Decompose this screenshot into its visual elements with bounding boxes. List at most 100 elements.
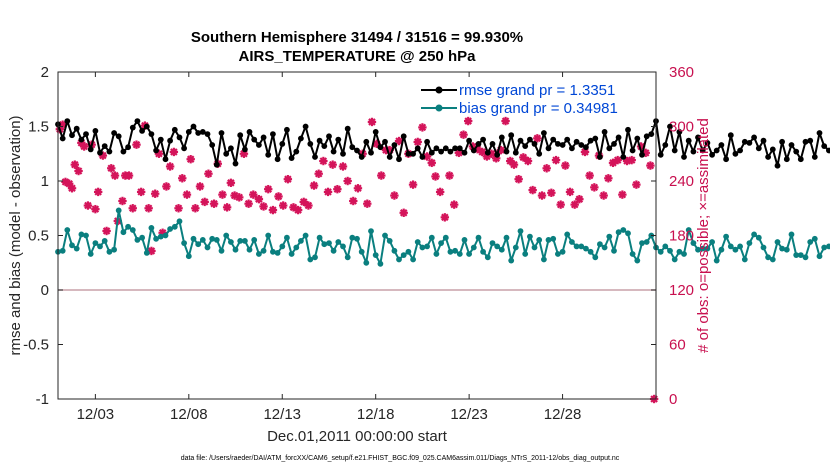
- bias-point: [218, 247, 225, 254]
- obs-count-marker: [618, 190, 627, 199]
- rmse-point: [704, 140, 711, 146]
- rmse-point: [779, 138, 785, 145]
- obs-marker-stroke: [94, 188, 102, 196]
- obs-marker-stroke: [137, 188, 145, 196]
- rmse-point: [601, 129, 608, 135]
- obs-marker-stroke: [264, 185, 273, 193]
- bias-point: [363, 259, 370, 266]
- obs-marker-stroke: [590, 183, 599, 192]
- obs-count-marker: [67, 184, 77, 193]
- rmse-point: [723, 156, 729, 163]
- obs-marker-stroke: [528, 186, 537, 194]
- bias-point: [821, 244, 828, 251]
- rmse-point: [251, 136, 258, 143]
- rmse-point: [629, 147, 636, 154]
- bias-point: [489, 240, 496, 247]
- rmse-point: [97, 149, 103, 156]
- rmse-point: [209, 142, 216, 148]
- bias-point: [569, 239, 575, 245]
- bias-point: [713, 257, 720, 264]
- rmse-point: [232, 160, 239, 167]
- bias-point: [503, 234, 510, 241]
- bias-point: [615, 229, 622, 236]
- rmse-point: [87, 146, 94, 153]
- obs-count-marker: [93, 187, 103, 197]
- rmse-point: [442, 145, 449, 152]
- rmse-point: [321, 143, 328, 150]
- rmse-point: [78, 136, 85, 143]
- obs-marker-stroke: [514, 175, 523, 183]
- rmse-point: [503, 148, 510, 155]
- rmse-point: [639, 151, 645, 158]
- bias-point: [260, 247, 267, 254]
- obs-count-marker: [83, 201, 93, 210]
- obs-count-marker: [459, 130, 468, 139]
- rmse-point: [737, 147, 743, 154]
- obs-marker-stroke: [431, 172, 440, 181]
- legend-bias-marker: [435, 104, 443, 112]
- bias-point: [171, 223, 178, 230]
- bias-point: [181, 240, 188, 247]
- rmse-point: [344, 125, 351, 132]
- rmse-point: [732, 150, 739, 157]
- rmse-point: [405, 150, 412, 157]
- bias-point: [354, 235, 360, 242]
- rmse-point: [620, 154, 627, 160]
- bias-point: [129, 227, 136, 233]
- bias-point: [242, 238, 248, 244]
- rmse-point: [213, 161, 220, 168]
- obs-marker-stroke: [519, 153, 528, 162]
- obs-count-marker: [599, 191, 608, 200]
- rmse-point: [461, 149, 468, 156]
- obs-marker-stroke: [363, 199, 372, 208]
- obs-count-marker: [178, 174, 187, 183]
- bias-point: [78, 231, 85, 238]
- obs-marker-stroke: [259, 202, 268, 211]
- bias-point: [788, 231, 795, 238]
- bias-point: [400, 252, 407, 258]
- bias-point: [335, 239, 342, 245]
- bias-point: [522, 251, 529, 257]
- y-left-tick-label: 0: [41, 282, 49, 299]
- obs-marker-stroke: [552, 156, 560, 164]
- obs-marker-stroke: [604, 174, 613, 183]
- obs-marker-stroke: [324, 188, 332, 196]
- bias-point: [732, 246, 739, 253]
- x-tick-label: 12/28: [544, 406, 582, 423]
- obs-marker-stroke: [409, 180, 417, 189]
- legend-rmse-marker: [435, 86, 443, 94]
- obs-count-marker: [283, 174, 293, 184]
- obs-marker-stroke: [319, 157, 328, 165]
- rmse-point: [699, 147, 706, 154]
- rmse-point: [64, 118, 71, 124]
- obs-count-marker: [110, 171, 120, 180]
- bias-point: [466, 251, 472, 257]
- bias-point: [213, 237, 220, 243]
- bias-point: [606, 233, 613, 240]
- bias-point: [97, 243, 103, 250]
- obs-marker-stroke: [501, 117, 510, 125]
- rmse-point: [452, 145, 458, 152]
- data-file-footnote: data file: /Users/raeder/DAI/ATM_forcXX/…: [181, 455, 620, 462]
- rmse-point: [625, 126, 631, 133]
- obs-count-marker: [254, 194, 264, 204]
- y-right-tick-label: 0: [669, 391, 677, 408]
- rmse-point: [494, 151, 501, 158]
- bias-point: [391, 247, 398, 254]
- rmse-point: [484, 149, 491, 156]
- obs-marker-stroke: [561, 161, 570, 170]
- bias-point: [541, 256, 547, 263]
- bias-point: [583, 245, 589, 252]
- bias-point: [657, 248, 664, 255]
- obs-count-marker: [70, 160, 80, 169]
- bias-point: [508, 257, 515, 264]
- obs-count-marker: [186, 155, 195, 164]
- x-axis-label: Dec.01,2011 00:00:00 start: [267, 428, 448, 445]
- rmse-point: [615, 134, 622, 141]
- bias-point: [498, 246, 505, 253]
- obs-marker-stroke: [464, 117, 472, 125]
- rmse-point: [755, 145, 762, 152]
- rmse-point: [340, 150, 346, 157]
- rmse-point: [307, 141, 314, 147]
